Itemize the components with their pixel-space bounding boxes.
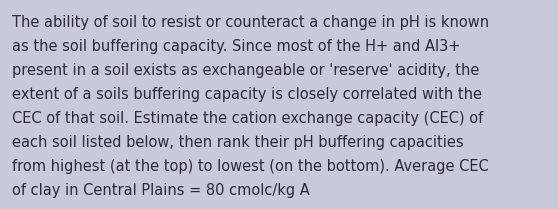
Text: of clay in Central Plains = 80 cmolc/kg A: of clay in Central Plains = 80 cmolc/kg … bbox=[12, 183, 310, 198]
Text: present in a soil exists as exchangeable or 'reserve' acidity, the: present in a soil exists as exchangeable… bbox=[12, 63, 480, 78]
Text: from highest (at the top) to lowest (on the bottom). Average CEC: from highest (at the top) to lowest (on … bbox=[12, 159, 489, 174]
Text: The ability of soil to resist or counteract a change in pH is known: The ability of soil to resist or counter… bbox=[12, 15, 489, 30]
Text: extent of a soils buffering capacity is closely correlated with the: extent of a soils buffering capacity is … bbox=[12, 87, 482, 102]
Text: as the soil buffering capacity. Since most of the H+ and Al3+: as the soil buffering capacity. Since mo… bbox=[12, 39, 461, 54]
Text: CEC of that soil. Estimate the cation exchange capacity (CEC) of: CEC of that soil. Estimate the cation ex… bbox=[12, 111, 484, 126]
Text: each soil listed below, then rank their pH buffering capacities: each soil listed below, then rank their … bbox=[12, 135, 464, 150]
